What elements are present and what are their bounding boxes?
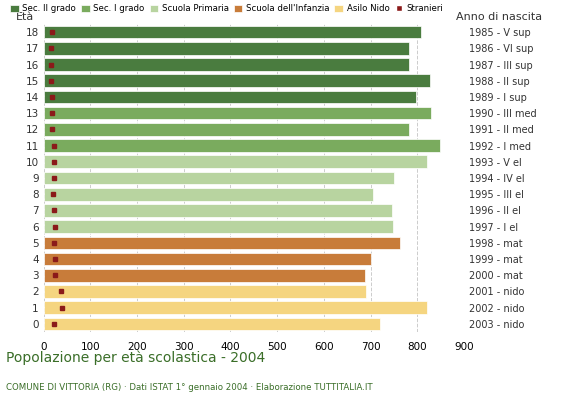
Text: Anno di nascita: Anno di nascita [456,12,542,22]
Text: Popolazione per età scolastica - 2004: Popolazione per età scolastica - 2004 [6,350,265,365]
Legend: Sec. II grado, Sec. I grado, Scuola Primaria, Scuola dell'Infanzia, Asilo Nido, : Sec. II grado, Sec. I grado, Scuola Prim… [10,4,443,13]
Text: COMUNE DI VITTORIA (RG) · Dati ISTAT 1° gennaio 2004 · Elaborazione TUTTITALIA.I: COMUNE DI VITTORIA (RG) · Dati ISTAT 1° … [6,383,372,392]
Bar [44,188,373,200]
Bar [44,156,427,168]
Bar [44,253,371,265]
Bar [44,74,430,87]
Bar [44,26,421,38]
Bar [44,220,393,233]
Bar [44,42,409,55]
Bar [44,285,366,298]
Bar [44,91,416,103]
Bar [44,172,394,184]
Bar [44,123,409,136]
Bar [44,58,409,71]
Bar [44,318,380,330]
Bar [44,269,365,282]
Text: Età: Età [16,12,34,22]
Bar [44,236,400,249]
Bar [44,107,432,120]
Bar [44,301,427,314]
Bar [44,139,440,152]
Bar [44,204,392,217]
